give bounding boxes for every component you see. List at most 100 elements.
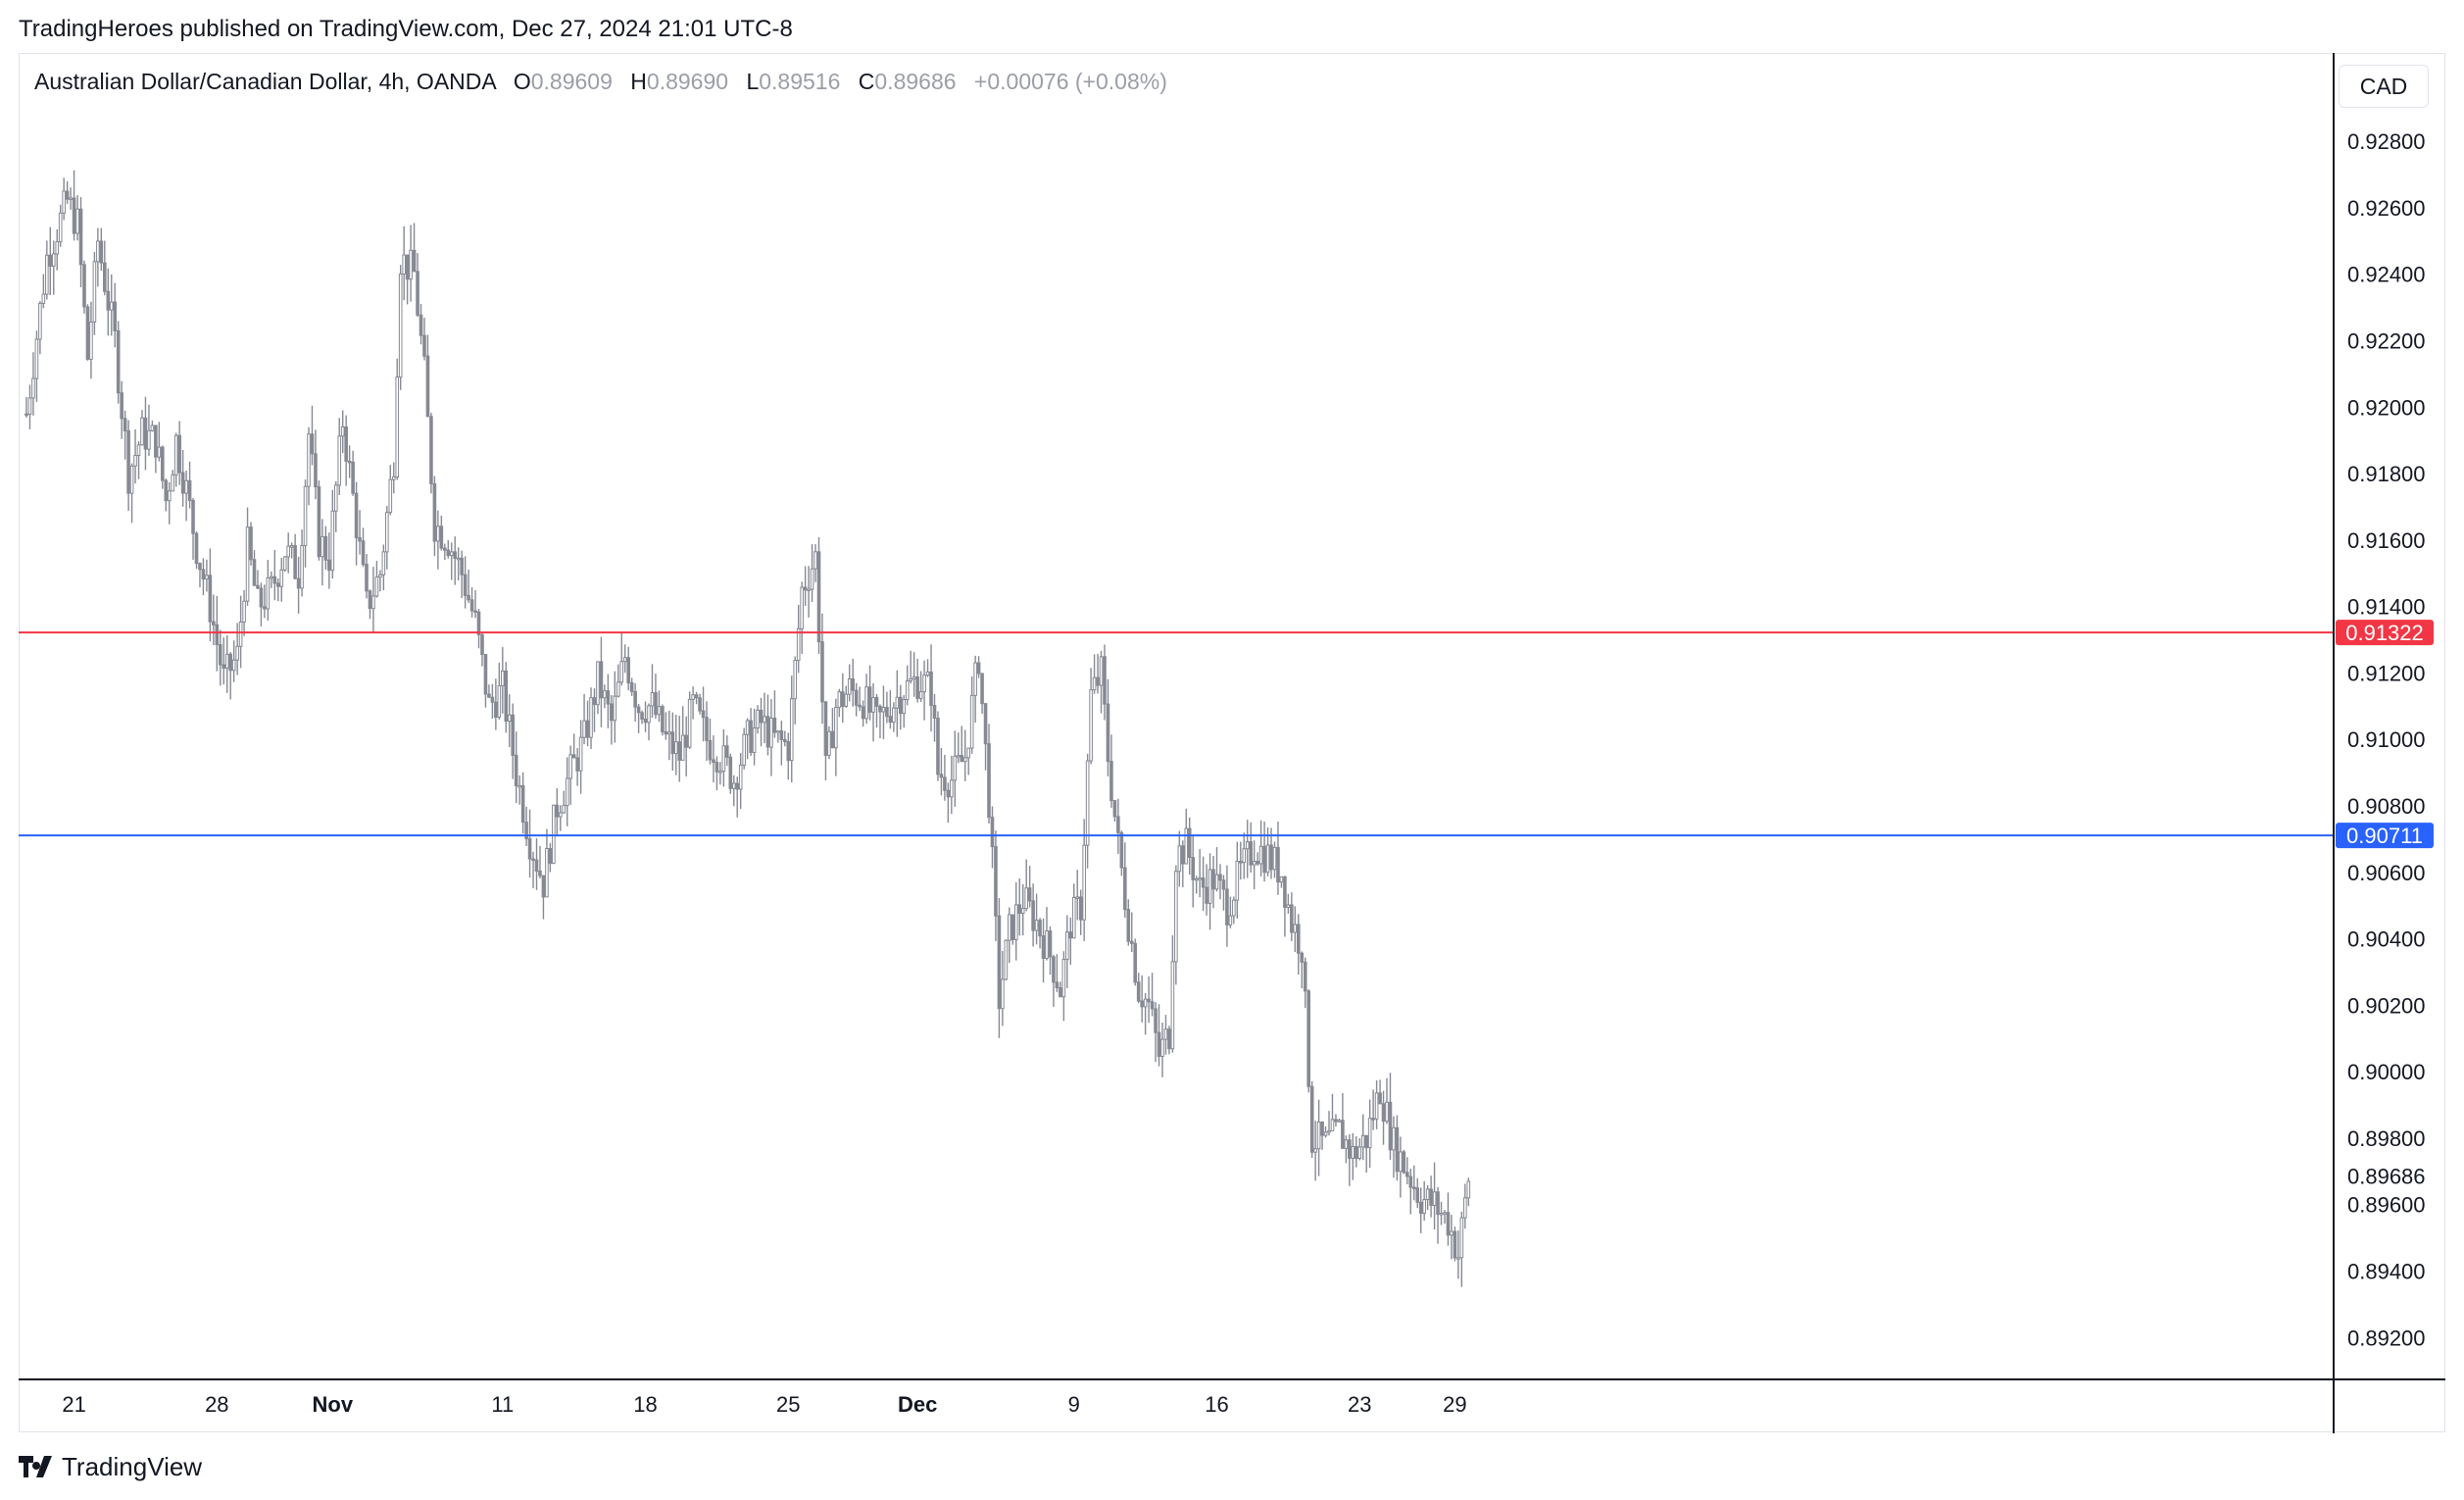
candle bbox=[1296, 914, 1301, 975]
candle bbox=[1133, 938, 1138, 986]
price-tick-label: 0.92200 bbox=[2347, 328, 2426, 353]
candle bbox=[874, 693, 879, 728]
candle bbox=[701, 686, 706, 742]
candle bbox=[687, 691, 692, 749]
price-tick-label: 0.89400 bbox=[2347, 1260, 2426, 1284]
candle bbox=[1194, 875, 1199, 894]
candle bbox=[1008, 907, 1011, 964]
candle bbox=[895, 670, 900, 737]
candle bbox=[1140, 975, 1144, 1023]
candle bbox=[599, 636, 604, 727]
candle bbox=[327, 532, 331, 589]
candle bbox=[120, 380, 123, 439]
legend-close-label: C bbox=[858, 69, 875, 94]
candle bbox=[673, 715, 678, 775]
candle bbox=[1316, 1099, 1321, 1176]
candle bbox=[1031, 883, 1035, 947]
candle bbox=[844, 685, 849, 708]
candle bbox=[432, 475, 437, 557]
candle bbox=[1207, 853, 1212, 930]
last-price-label: 0.89686 bbox=[2347, 1165, 2426, 1189]
candle bbox=[136, 441, 141, 479]
candle bbox=[1238, 841, 1243, 880]
candle bbox=[511, 703, 516, 779]
candle bbox=[1089, 668, 1093, 765]
currency-button[interactable]: CAD bbox=[2339, 65, 2429, 108]
price-tick-label: 0.91600 bbox=[2347, 528, 2426, 553]
price-tick-label: 0.90400 bbox=[2347, 927, 2426, 952]
support-tag bbox=[2336, 823, 2434, 849]
legend-high-label: H bbox=[630, 69, 647, 94]
candle bbox=[871, 682, 875, 742]
candle bbox=[1374, 1079, 1379, 1129]
candle bbox=[892, 702, 896, 732]
candle bbox=[34, 330, 39, 402]
candle bbox=[391, 462, 396, 494]
candle bbox=[1408, 1169, 1413, 1215]
candle bbox=[303, 479, 308, 568]
candle bbox=[1061, 951, 1066, 1022]
candle bbox=[1446, 1192, 1451, 1246]
price-tick-label: 0.89800 bbox=[2347, 1126, 2426, 1151]
candle bbox=[1453, 1226, 1457, 1262]
candle bbox=[85, 304, 90, 361]
candle bbox=[585, 700, 590, 747]
candle bbox=[1303, 957, 1307, 1009]
candle bbox=[610, 694, 614, 745]
time-tick-label: 11 bbox=[491, 1392, 514, 1417]
candle bbox=[1221, 875, 1226, 911]
candle bbox=[654, 674, 658, 720]
candle bbox=[235, 623, 239, 675]
candle bbox=[1004, 939, 1009, 980]
candle bbox=[1085, 753, 1090, 869]
price-tick-label: 0.92000 bbox=[2347, 395, 2426, 420]
candle bbox=[1071, 883, 1076, 939]
candle bbox=[1364, 1134, 1368, 1174]
candle bbox=[1181, 840, 1185, 888]
candle bbox=[905, 665, 910, 706]
candle bbox=[776, 729, 780, 743]
candle bbox=[106, 268, 111, 336]
candle bbox=[231, 640, 236, 682]
candle bbox=[1065, 915, 1069, 988]
candle bbox=[476, 609, 481, 649]
candle bbox=[116, 321, 121, 404]
time-tick-label: 9 bbox=[1068, 1392, 1080, 1417]
candle bbox=[1136, 973, 1141, 1003]
candle bbox=[1327, 1111, 1331, 1136]
candle bbox=[374, 561, 379, 598]
candle bbox=[861, 700, 865, 727]
price-tick-label: 0.89200 bbox=[2347, 1325, 2426, 1350]
candle bbox=[75, 194, 79, 241]
candle bbox=[939, 747, 944, 796]
candle bbox=[1174, 865, 1178, 985]
candle bbox=[990, 806, 995, 869]
candle bbox=[640, 710, 644, 725]
candle bbox=[749, 708, 753, 757]
candle bbox=[333, 480, 338, 532]
support-tag-label: 0.90711 bbox=[2346, 824, 2423, 848]
candle bbox=[1109, 734, 1113, 808]
candle bbox=[129, 463, 134, 524]
candle bbox=[320, 519, 324, 586]
candle bbox=[1082, 819, 1086, 941]
candle bbox=[501, 647, 505, 714]
candle bbox=[1341, 1092, 1345, 1149]
candle bbox=[330, 489, 335, 579]
candle bbox=[314, 429, 318, 500]
candle bbox=[150, 420, 155, 432]
candle bbox=[198, 562, 202, 588]
candle bbox=[925, 659, 930, 677]
candle bbox=[307, 426, 311, 506]
candle bbox=[918, 671, 923, 702]
candle bbox=[1432, 1162, 1437, 1230]
candle bbox=[966, 747, 970, 775]
candle bbox=[712, 735, 715, 783]
candle bbox=[589, 687, 593, 750]
time-tick-label: 18 bbox=[633, 1392, 657, 1417]
candle bbox=[381, 544, 386, 591]
candle bbox=[565, 757, 569, 826]
candle bbox=[245, 507, 250, 606]
candle bbox=[1001, 950, 1005, 1026]
